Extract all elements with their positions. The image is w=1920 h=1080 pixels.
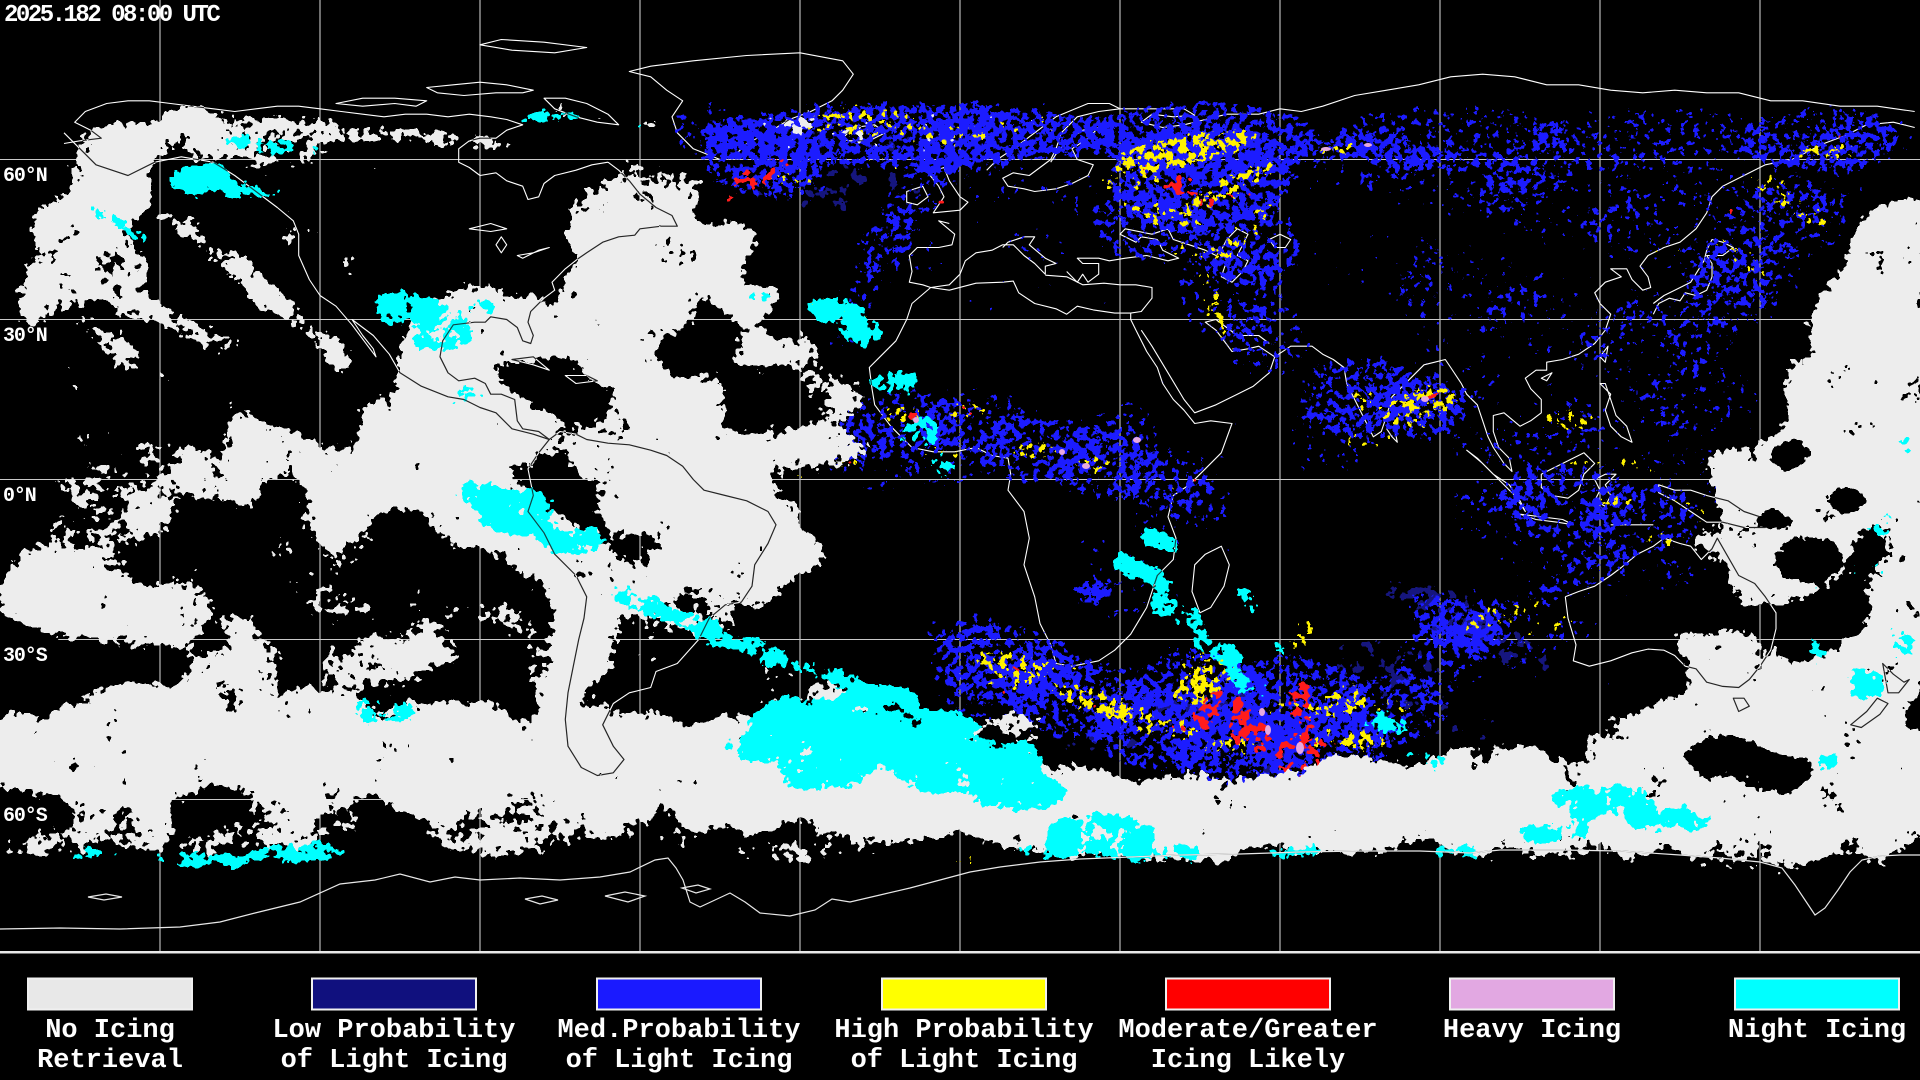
svg-text:High Probability: High Probability <box>834 1016 1093 1046</box>
svg-text:Retrieval: Retrieval <box>37 1046 183 1076</box>
svg-text:60°N: 60°N <box>3 165 47 188</box>
svg-text:No Icing: No Icing <box>45 1016 175 1046</box>
svg-text:30°N: 30°N <box>3 325 47 348</box>
svg-text:of Light Icing: of Light Icing <box>281 1046 508 1076</box>
svg-text:Moderate/Greater: Moderate/Greater <box>1118 1016 1377 1046</box>
svg-text:Night Icing: Night Icing <box>1728 1016 1906 1046</box>
svg-text:Icing Likely: Icing Likely <box>1151 1046 1345 1076</box>
svg-text:of Light Icing: of Light Icing <box>851 1046 1078 1076</box>
svg-text:60°S: 60°S <box>3 805 48 828</box>
svg-text:Med.Probability: Med.Probability <box>557 1016 800 1046</box>
svg-text:2025.182 08:00 UTC: 2025.182 08:00 UTC <box>4 2 220 29</box>
svg-text:0°N: 0°N <box>3 485 36 508</box>
svg-text:Low Probability: Low Probability <box>272 1016 515 1046</box>
svg-text:30°S: 30°S <box>3 645 48 668</box>
svg-text:of Light Icing: of Light Icing <box>566 1046 793 1076</box>
svg-text:Heavy Icing: Heavy Icing <box>1443 1016 1621 1046</box>
